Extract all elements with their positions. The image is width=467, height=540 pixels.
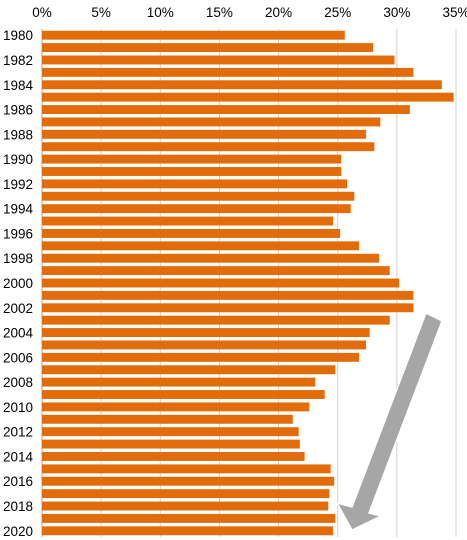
bar-1985 [42, 92, 454, 102]
x-tick-label: 0% [32, 5, 52, 20]
y-tick-label: 1990 [3, 152, 33, 167]
x-tick-label: 5% [91, 5, 111, 20]
bar-2016 [42, 476, 335, 486]
bar-1989 [42, 142, 375, 152]
x-tick-label: 30% [383, 5, 410, 20]
bar-1991 [42, 167, 342, 176]
bar-2003 [42, 315, 390, 325]
y-tick-labels: 1980 1982 1984 1986 1988 1990 1992 1994 1996 1998… [3, 28, 34, 539]
bar-2004 [42, 328, 370, 338]
y-tick-label: 2020 [3, 524, 33, 539]
bar-2006 [42, 352, 360, 362]
y-tick-label: 2016 [3, 474, 33, 489]
x-tick-label: 35% [442, 5, 467, 20]
bar-1983 [42, 67, 414, 77]
bar-1986 [42, 105, 410, 114]
x-tick-label: 25% [324, 5, 351, 20]
y-tick-label: 2006 [3, 350, 33, 365]
bar-1994 [42, 204, 351, 214]
y-tick-label: 1980 [3, 28, 33, 43]
bar-2018 [42, 501, 329, 511]
bar-1982 [42, 55, 395, 65]
bar-1984 [42, 80, 442, 90]
y-tick-label: 2014 [3, 449, 34, 464]
bar-2010 [42, 402, 310, 412]
x-tick-label: 15% [206, 5, 233, 20]
x-tick-labels: 0% 5% 10% 15% 20% 25% 30% 35% [32, 5, 467, 20]
y-tick-label: 2008 [3, 375, 33, 390]
y-tick-label: 1992 [3, 177, 33, 192]
y-tick-label: 1984 [3, 78, 34, 93]
y-tick-label: 1982 [3, 53, 33, 68]
bar-2017 [42, 489, 330, 499]
annotation-layer [335, 311, 443, 531]
y-tick-label: 2012 [3, 425, 33, 440]
bar-2007 [42, 365, 336, 375]
bar-2001 [42, 290, 414, 300]
bar-2009 [42, 390, 325, 399]
bar-1995 [42, 216, 333, 226]
bar-1996 [42, 228, 341, 238]
bar-2000 [42, 278, 400, 288]
bar-1997 [42, 241, 360, 251]
trend-arrow-icon [335, 311, 443, 531]
bar-2005 [42, 340, 367, 350]
bar-1987 [42, 117, 381, 127]
y-tick-label: 1996 [3, 226, 33, 241]
bar-1981 [42, 43, 374, 53]
bar-2011 [42, 414, 293, 424]
bar-2015 [42, 464, 331, 474]
y-tick-label: 2000 [3, 276, 33, 291]
bar-1988 [42, 129, 367, 139]
bars [42, 30, 454, 536]
x-tick-label: 10% [147, 5, 174, 20]
bar-1980 [42, 30, 345, 40]
y-tick-label: 2010 [3, 400, 33, 415]
bar-1998 [42, 253, 380, 263]
y-tick-label: 2004 [3, 326, 34, 341]
bar-2013 [42, 439, 300, 449]
bar-1990 [42, 154, 342, 164]
x-tick-label: 20% [265, 5, 292, 20]
y-tick-label: 1994 [3, 202, 34, 217]
bar-2002 [42, 303, 414, 313]
y-tick-label: 1998 [3, 251, 33, 266]
bar-2014 [42, 452, 305, 461]
bar-2019 [42, 513, 336, 523]
bar-1999 [42, 266, 390, 276]
bar-2012 [42, 427, 299, 437]
y-tick-label: 1986 [3, 103, 33, 118]
bar-2008 [42, 377, 316, 387]
bar-2020 [42, 526, 333, 536]
y-tick-label: 2002 [3, 301, 33, 316]
y-tick-label: 1988 [3, 127, 33, 142]
y-tick-label: 2018 [3, 499, 33, 514]
bar-1993 [42, 191, 355, 201]
bar-1992 [42, 179, 348, 189]
